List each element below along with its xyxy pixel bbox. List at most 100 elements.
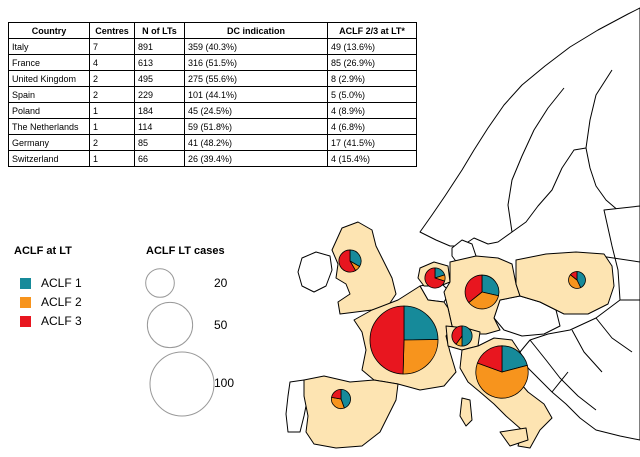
cell-dc-indication: 41 (48.2%) <box>184 134 328 151</box>
cell-aclf-23: 5 (5.0%) <box>327 86 417 103</box>
cell-dc-indication: 359 (40.3%) <box>184 38 328 55</box>
centre-statistics-table: Country Centres N of LTs DC indication A… <box>8 22 417 167</box>
pie-poland <box>568 271 586 289</box>
cell-country: Italy <box>8 38 90 55</box>
cell-centres: 2 <box>89 70 135 87</box>
header-n-of-lts: N of LTs <box>134 22 185 39</box>
aclf-pie-charts <box>331 249 586 409</box>
cell-centres: 1 <box>89 102 135 119</box>
pie-slice-aclf3 <box>464 274 483 304</box>
legend-label: ACLF 1 <box>41 276 82 290</box>
size-circle-20 <box>145 268 175 298</box>
aclf1-swatch <box>20 277 31 289</box>
pie-united-kingdom <box>338 249 362 273</box>
table-row: Switzerland 1 66 26 (39.4%) 4 (15.4%) <box>8 150 417 167</box>
cell-country: France <box>8 54 90 71</box>
pie-france <box>369 305 439 375</box>
legend-item-aclf1: ACLF 1 <box>20 276 82 290</box>
cell-n-lts: 85 <box>134 134 185 151</box>
pie-slice-aclf3 <box>369 305 405 375</box>
size-circle-50 <box>146 301 194 349</box>
cell-centres: 7 <box>89 38 135 55</box>
table-header-row: Country Centres N of LTs DC indication A… <box>8 22 417 39</box>
legend-label: ACLF 3 <box>41 314 82 328</box>
pie-slice-aclf3 <box>476 345 503 373</box>
pie-slice-aclf2 <box>568 274 582 289</box>
pie-slice-aclf2 <box>475 362 529 399</box>
pie-germany <box>464 274 500 310</box>
aclf-legend-title: ACLF at LT <box>14 245 72 257</box>
aclf2-swatch <box>20 296 31 308</box>
size-circle-100 <box>149 351 215 417</box>
cell-n-lts: 184 <box>134 102 185 119</box>
table-row: The Netherlands 1 114 59 (51.8%) 4 (6.8%… <box>8 118 417 135</box>
cell-n-lts: 891 <box>134 38 185 55</box>
pie-spain <box>331 388 351 409</box>
cell-centres: 1 <box>89 118 135 135</box>
balkan-borders <box>529 255 640 411</box>
cell-n-lts: 229 <box>134 86 185 103</box>
cell-centres: 2 <box>89 86 135 103</box>
table-row: Germany 2 85 41 (48.2%) 17 (41.5%) <box>8 134 417 151</box>
country-poland <box>515 251 615 315</box>
pie-italy <box>475 345 529 399</box>
header-dc-indication: DC indication <box>184 22 328 39</box>
pie-slice-aclf3 <box>338 249 357 273</box>
table-row: Poland 1 184 45 (24.5%) 4 (8.9%) <box>8 102 417 119</box>
cell-country: United Kingdom <box>8 70 90 87</box>
cell-n-lts: 613 <box>134 54 185 71</box>
pie-slice-aclf1 <box>501 345 528 373</box>
cell-aclf-23: 8 (2.9%) <box>327 70 417 87</box>
cell-dc-indication: 316 (51.5%) <box>184 54 328 71</box>
table-row: Spain 2 229 101 (44.1%) 5 (5.0%) <box>8 86 417 103</box>
size-label-20: 20 <box>214 276 228 290</box>
cell-dc-indication: 59 (51.8%) <box>184 118 328 135</box>
legend-item-aclf2: ACLF 2 <box>20 295 82 309</box>
cell-centres: 1 <box>89 150 135 167</box>
cell-n-lts: 114 <box>134 118 185 135</box>
pie-slice-aclf1 <box>403 305 439 341</box>
cell-aclf-23: 4 (15.4%) <box>327 150 417 167</box>
cell-n-lts: 495 <box>134 70 185 87</box>
size-legend-circles <box>145 268 215 417</box>
pie-slice-aclf2 <box>402 339 439 375</box>
country-italy-sicily <box>499 427 529 447</box>
pie-slice-aclf3 <box>569 271 578 281</box>
pie-slice-aclf1 <box>340 388 351 409</box>
cell-country: The Netherlands <box>8 118 90 135</box>
cell-dc-indication: 45 (24.5%) <box>184 102 328 119</box>
header-country: Country <box>8 22 90 39</box>
country-italy-sardinia <box>459 397 473 427</box>
table-row: United Kingdom 2 495 275 (55.6%) 8 (2.9%… <box>8 70 417 87</box>
table-row: France 4 613 316 (51.5%) 85 (26.9%) <box>8 54 417 71</box>
cell-aclf-23: 17 (41.5%) <box>327 134 417 151</box>
cell-aclf-23: 4 (6.8%) <box>327 118 417 135</box>
scandinavia-outline <box>419 7 640 247</box>
header-aclf-23: ACLF 2/3 at LT* <box>327 22 417 39</box>
pie-slice-aclf1 <box>481 274 500 297</box>
cell-aclf-23: 49 (13.6%) <box>327 38 417 55</box>
cell-n-lts: 66 <box>134 150 185 167</box>
cell-centres: 4 <box>89 54 135 71</box>
size-legend-title: ACLF LT cases <box>146 245 225 257</box>
pie-slice-aclf2 <box>468 291 499 310</box>
cell-dc-indication: 26 (39.4%) <box>184 150 328 167</box>
aclf3-swatch <box>20 315 31 327</box>
cell-dc-indication: 275 (55.6%) <box>184 70 328 87</box>
pie-slice-aclf1 <box>461 325 473 347</box>
pie-slice-aclf3 <box>424 267 446 289</box>
cell-country: Poland <box>8 102 90 119</box>
legend-item-aclf3: ACLF 3 <box>20 314 82 328</box>
cell-country: Spain <box>8 86 90 103</box>
country-united-kingdom <box>331 221 397 315</box>
pie-slice-aclf3 <box>331 388 342 400</box>
ireland-outline <box>297 251 333 293</box>
sweden-border <box>507 87 565 233</box>
legend-label: ACLF 2 <box>41 295 82 309</box>
cell-centres: 2 <box>89 134 135 151</box>
size-label-50: 50 <box>214 318 228 332</box>
table-row: Italy 7 891 359 (40.3%) 49 (13.6%) <box>8 38 417 55</box>
other-countries <box>285 7 640 441</box>
cell-country: Switzerland <box>8 150 90 167</box>
